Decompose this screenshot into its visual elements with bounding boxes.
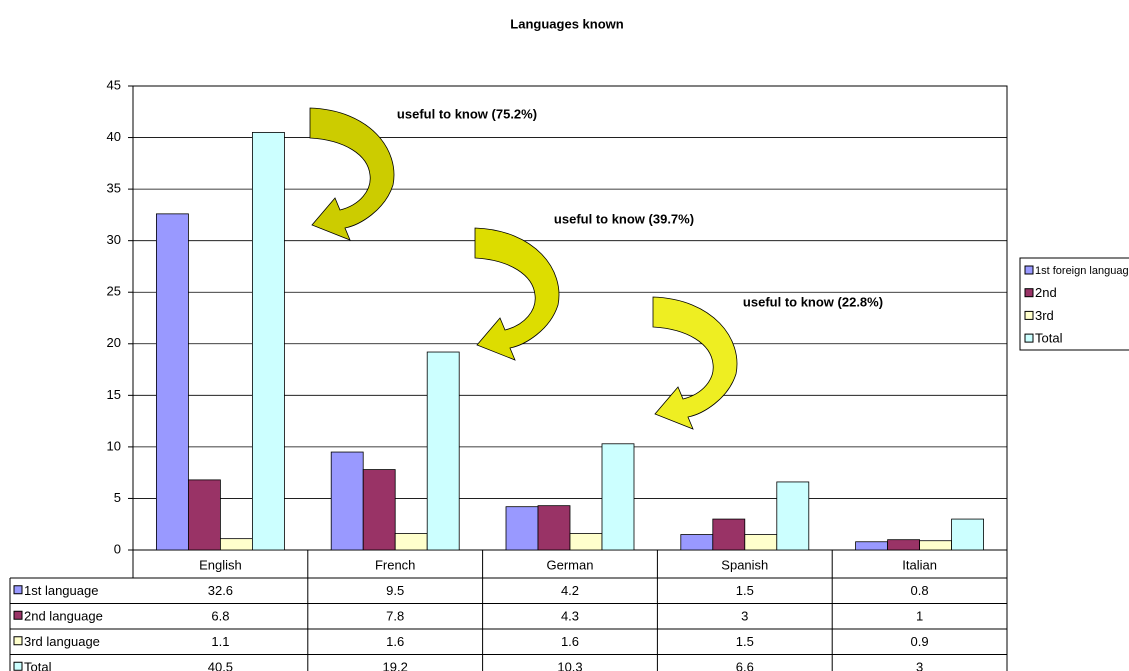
bar — [680, 534, 714, 551]
bar — [362, 469, 396, 551]
annotation: useful to know (22.8%) — [743, 294, 883, 309]
bar — [569, 533, 603, 551]
table-value: 1.5 — [736, 634, 754, 649]
annotation: useful to know (75.2%) — [397, 106, 537, 121]
table-value: 32.6 — [208, 583, 233, 598]
table-value: 19.2 — [383, 660, 408, 671]
table-swatch — [13, 610, 23, 620]
bar — [426, 351, 460, 551]
table-value: 0.9 — [911, 634, 929, 649]
table-row-label: 3rd language — [24, 634, 100, 649]
table-value: 1 — [916, 609, 923, 624]
annotation: useful to know (39.7%) — [554, 211, 694, 226]
table-row-label: 2nd language — [24, 609, 103, 624]
bar — [919, 540, 952, 551]
table-value: 4.3 — [561, 609, 579, 624]
table-value: 1.5 — [736, 583, 754, 598]
y-tick-label: 25 — [107, 284, 121, 299]
table-value: 1.6 — [561, 634, 579, 649]
y-tick-label: 5 — [114, 490, 121, 505]
table-swatch — [13, 661, 23, 671]
table-value: 10.3 — [557, 660, 582, 671]
y-tick-label: 20 — [107, 335, 121, 350]
table-value: 0.8 — [911, 583, 929, 598]
x-tick-label: Italian — [902, 557, 937, 572]
x-tick-label: French — [375, 557, 415, 572]
bar — [537, 505, 571, 551]
y-tick-label: 30 — [107, 232, 121, 247]
bar — [330, 451, 364, 551]
bar — [155, 213, 189, 551]
legend-swatch — [1024, 265, 1034, 275]
table-value: 4.2 — [561, 583, 579, 598]
x-tick-label: English — [199, 557, 242, 572]
bar — [219, 538, 253, 551]
legend-label: 3rd — [1035, 308, 1054, 323]
chart-title: Languages known — [510, 16, 623, 31]
bar — [601, 443, 635, 551]
table-value: 9.5 — [386, 583, 404, 598]
table-row-label: 1st language — [24, 583, 98, 598]
table-value: 7.8 — [386, 609, 404, 624]
table-swatch — [13, 585, 23, 595]
table-value: 6.6 — [736, 660, 754, 671]
arrow — [474, 227, 560, 361]
table-swatch — [13, 636, 23, 646]
table-value: 3 — [741, 609, 748, 624]
arrow — [652, 296, 738, 430]
legend-box — [1019, 257, 1129, 351]
y-tick-label: 35 — [107, 181, 121, 196]
bar — [744, 534, 778, 551]
legend-label: 2nd — [1035, 285, 1057, 300]
y-tick-label: 0 — [114, 541, 121, 556]
y-tick-label: 40 — [107, 129, 121, 144]
x-tick-label: Spanish — [721, 557, 768, 572]
bar — [776, 481, 810, 551]
bar — [505, 506, 539, 551]
bar — [951, 518, 984, 551]
legend-swatch — [1024, 310, 1034, 320]
bar — [887, 539, 920, 551]
y-tick-label: 15 — [107, 387, 121, 402]
table-value: 40.5 — [208, 660, 233, 671]
x-tick-label: German — [547, 557, 594, 572]
legend-swatch — [1024, 288, 1034, 298]
table-row-label: Total — [24, 660, 52, 671]
legend-swatch — [1024, 333, 1034, 343]
bar — [394, 533, 428, 551]
bar — [187, 479, 221, 551]
table-value: 3 — [916, 660, 923, 671]
legend-label: 1st foreign language — [1035, 265, 1129, 277]
bar — [855, 541, 888, 551]
arrows — [309, 107, 738, 430]
y-tick-label: 10 — [107, 438, 121, 453]
table-value: 1.6 — [386, 634, 404, 649]
bar — [251, 131, 285, 551]
table-value: 6.8 — [211, 609, 229, 624]
arrow — [309, 107, 395, 241]
bar — [712, 518, 746, 551]
y-tick-label: 45 — [107, 77, 121, 92]
legend-label: Total — [1035, 331, 1063, 346]
table-value: 1.1 — [211, 634, 229, 649]
